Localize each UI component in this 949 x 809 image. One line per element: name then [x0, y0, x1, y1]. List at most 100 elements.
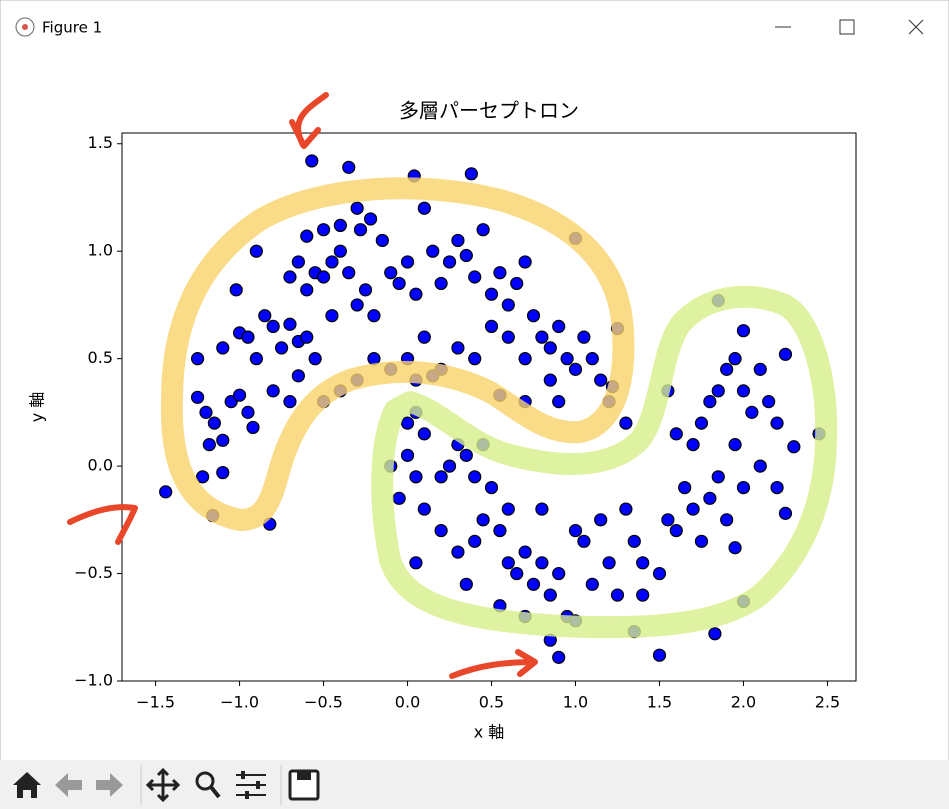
back-button[interactable] [55, 773, 82, 797]
point [434, 523, 448, 538]
point [325, 255, 339, 269]
toolbar-background [0, 760, 949, 809]
title-bar: Figure 1 [15, 17, 924, 37]
home-button[interactable] [13, 772, 41, 798]
point [568, 523, 583, 538]
point [417, 427, 431, 441]
point [300, 330, 314, 344]
highlight-loop [160, 177, 635, 531]
point [342, 160, 356, 174]
point [594, 513, 608, 527]
point [417, 201, 431, 215]
highlight-loop [371, 285, 838, 639]
forward-button[interactable] [96, 773, 123, 797]
point [266, 384, 280, 398]
annotations [67, 92, 838, 679]
point [686, 438, 700, 452]
point [358, 283, 373, 297]
arrow [449, 649, 538, 679]
point [610, 588, 625, 602]
point [468, 270, 482, 284]
point [535, 502, 549, 516]
point [627, 534, 641, 548]
x-tick-label: 0.0 [395, 693, 420, 712]
point [459, 577, 473, 591]
point [246, 420, 260, 435]
close-button[interactable] [908, 19, 924, 35]
point [325, 309, 339, 323]
point [728, 541, 742, 555]
point [762, 395, 776, 409]
point [636, 588, 650, 602]
zoom-button[interactable] [195, 771, 215, 791]
point [291, 255, 305, 269]
point [594, 373, 608, 387]
point [787, 440, 801, 454]
point [199, 405, 213, 419]
point [451, 341, 465, 355]
point [342, 266, 356, 280]
point [442, 255, 457, 269]
point [518, 255, 532, 269]
point [552, 319, 566, 334]
point [442, 459, 457, 473]
point [468, 470, 482, 484]
point [426, 244, 440, 258]
point [400, 448, 415, 462]
point [249, 244, 263, 258]
point [711, 470, 725, 484]
configure-sliders [241, 771, 260, 799]
point [636, 556, 650, 570]
y-tick-label: 0.5 [88, 348, 113, 367]
point [468, 534, 482, 548]
point [484, 287, 499, 301]
point [409, 556, 423, 570]
arrow [289, 92, 329, 149]
zoom-handle [209, 785, 221, 799]
point [552, 566, 566, 581]
point [518, 352, 532, 366]
point [283, 317, 297, 331]
point [619, 502, 633, 516]
point [552, 650, 566, 664]
point [305, 154, 319, 168]
x-tick-label: 1.0 [563, 693, 588, 712]
point [367, 309, 381, 323]
point [493, 266, 507, 280]
point [202, 438, 216, 452]
point [577, 330, 591, 344]
y-tick-label: −1.0 [74, 671, 113, 690]
point [703, 491, 717, 505]
point [560, 352, 574, 366]
point [216, 433, 230, 447]
point [159, 485, 173, 499]
point [535, 330, 549, 344]
point [266, 319, 280, 334]
point [400, 416, 415, 430]
point [434, 276, 448, 291]
point [451, 545, 465, 559]
point [501, 298, 515, 312]
app-icon-dot [22, 24, 28, 30]
pan-button[interactable] [145, 767, 181, 803]
maximize-button[interactable] [839, 19, 855, 35]
point [720, 362, 734, 376]
point [778, 506, 793, 520]
point [770, 416, 784, 430]
point [736, 324, 751, 338]
point [363, 212, 378, 226]
point [375, 233, 389, 248]
point [216, 341, 230, 355]
point [736, 384, 751, 398]
plot-frame [121, 132, 857, 682]
point [350, 201, 364, 215]
point [703, 395, 717, 409]
y-tick-label: −0.5 [74, 563, 113, 582]
point [518, 545, 532, 559]
point [384, 266, 398, 280]
point [526, 309, 541, 323]
point [459, 448, 473, 462]
x-tick-label: 0.5 [479, 693, 504, 712]
point [694, 416, 709, 430]
